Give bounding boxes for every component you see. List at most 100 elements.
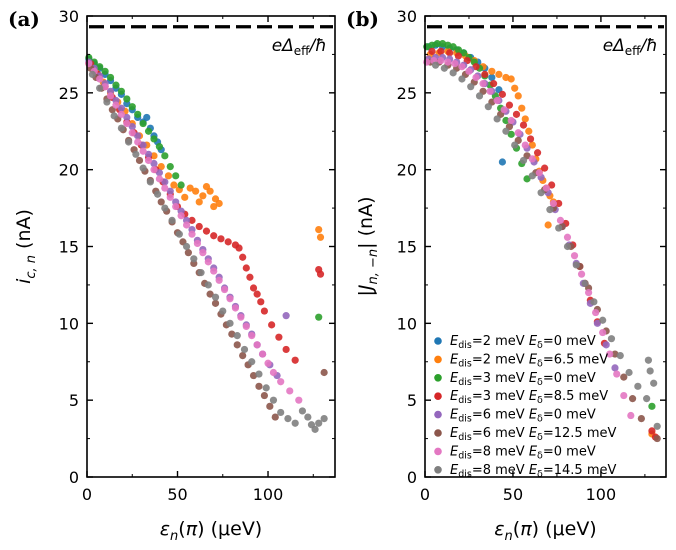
- data-point: [117, 104, 125, 112]
- data-point: [298, 407, 307, 415]
- series-6: [85, 60, 303, 404]
- data-point: [519, 156, 528, 165]
- data-point: [528, 172, 536, 180]
- data-point: [139, 164, 147, 172]
- data-point: [182, 221, 191, 229]
- data-point: [239, 253, 247, 261]
- data-point: [206, 187, 214, 195]
- data-point: [150, 135, 158, 143]
- data-point: [101, 67, 109, 75]
- data-point: [150, 166, 158, 174]
- data-point: [144, 156, 153, 165]
- data-point: [581, 279, 589, 287]
- legend-marker: [434, 374, 442, 382]
- data-point: [634, 382, 642, 390]
- data-point: [257, 298, 265, 306]
- data-point: [266, 402, 274, 410]
- data-point: [155, 175, 164, 183]
- data-point: [620, 391, 628, 400]
- data-point: [153, 190, 162, 198]
- data-point: [500, 106, 508, 114]
- data-point: [514, 92, 522, 100]
- data-point: [465, 67, 473, 75]
- legend-label: Edis=6 meV Eδ=12.5 meV: [450, 426, 616, 443]
- panel-label: (a): [8, 7, 40, 31]
- data-point: [210, 202, 218, 211]
- data-point: [315, 419, 323, 427]
- data-point: [446, 49, 454, 57]
- data-point: [628, 395, 637, 403]
- y-tick-label: 25: [59, 84, 79, 103]
- data-point: [606, 350, 614, 358]
- data-point: [484, 103, 492, 111]
- data-point: [215, 199, 223, 208]
- data-point: [535, 169, 543, 177]
- data-point: [220, 285, 229, 294]
- legend-marker: [434, 392, 442, 401]
- data-point: [653, 422, 661, 430]
- data-point: [646, 367, 654, 375]
- data-point: [316, 270, 325, 278]
- data-point: [512, 110, 521, 118]
- data-point: [644, 356, 653, 364]
- data-point: [233, 332, 241, 340]
- data-point: [172, 202, 180, 211]
- legend-label: Edis=6 meV Eδ=0 meV: [450, 408, 596, 425]
- legend-item: Edis=3 meV Eδ=0 meV: [434, 371, 596, 388]
- data-point: [112, 101, 120, 109]
- data-point: [217, 235, 225, 243]
- legend-item: Edis=8 meV Eδ=14.5 meV: [434, 463, 616, 480]
- data-point: [590, 298, 598, 306]
- reference-line-label: eΔeff/ħ: [272, 36, 327, 58]
- data-point: [239, 352, 247, 360]
- data-point: [170, 181, 178, 189]
- data-point: [96, 63, 104, 71]
- data-point: [164, 172, 173, 180]
- data-point: [537, 189, 545, 197]
- data-point: [215, 276, 223, 284]
- data-point: [253, 341, 261, 349]
- data-point: [643, 395, 651, 403]
- y-tick-label: 15: [397, 238, 417, 257]
- data-point: [269, 396, 278, 404]
- panel-b: eΔeff/ħ 0 5 10 15 20 25 30 0 50 100 (b) εn(π) (μeV) |…: [346, 7, 667, 544]
- data-point: [507, 75, 515, 83]
- x-tick-label: 50: [503, 485, 523, 504]
- data-point: [199, 249, 207, 257]
- data-point: [237, 313, 245, 321]
- series-7: [88, 70, 328, 433]
- x-tick-label: 0: [420, 485, 430, 504]
- data-point: [253, 290, 261, 298]
- data-point: [542, 184, 550, 192]
- data-point: [428, 47, 436, 55]
- data-point: [123, 119, 131, 128]
- data-point: [528, 155, 536, 163]
- legend-marker: [434, 429, 442, 437]
- data-point: [486, 87, 494, 95]
- data-point: [451, 60, 459, 68]
- data-point: [139, 147, 147, 155]
- legend-marker: [434, 447, 442, 456]
- legend-item: Edis=6 meV Eδ=12.5 meV: [434, 426, 616, 443]
- data-point: [150, 152, 158, 160]
- y-tick-label: 30: [397, 7, 417, 26]
- data-point: [199, 192, 207, 200]
- data-point: [269, 368, 278, 377]
- data-point: [248, 332, 256, 340]
- data-point: [528, 141, 536, 149]
- data-point: [255, 382, 263, 390]
- data-point: [157, 162, 165, 171]
- data-point: [182, 242, 191, 251]
- data-point: [653, 434, 661, 443]
- data-point: [625, 368, 633, 377]
- data-point: [514, 129, 522, 137]
- reference-line-label: eΔeff/ħ: [603, 36, 658, 58]
- y-tick-label: 25: [397, 84, 417, 103]
- y-tick-label: 10: [397, 314, 417, 333]
- data-point: [139, 119, 147, 128]
- data-point: [96, 84, 104, 92]
- x-tick-label: 0: [82, 485, 92, 504]
- data-point: [481, 70, 489, 78]
- data-point: [316, 233, 325, 241]
